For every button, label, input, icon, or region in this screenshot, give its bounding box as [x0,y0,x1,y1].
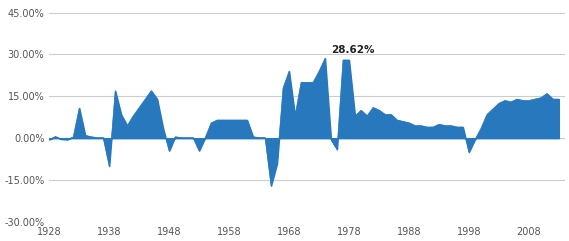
Text: 28.62%: 28.62% [331,45,374,55]
